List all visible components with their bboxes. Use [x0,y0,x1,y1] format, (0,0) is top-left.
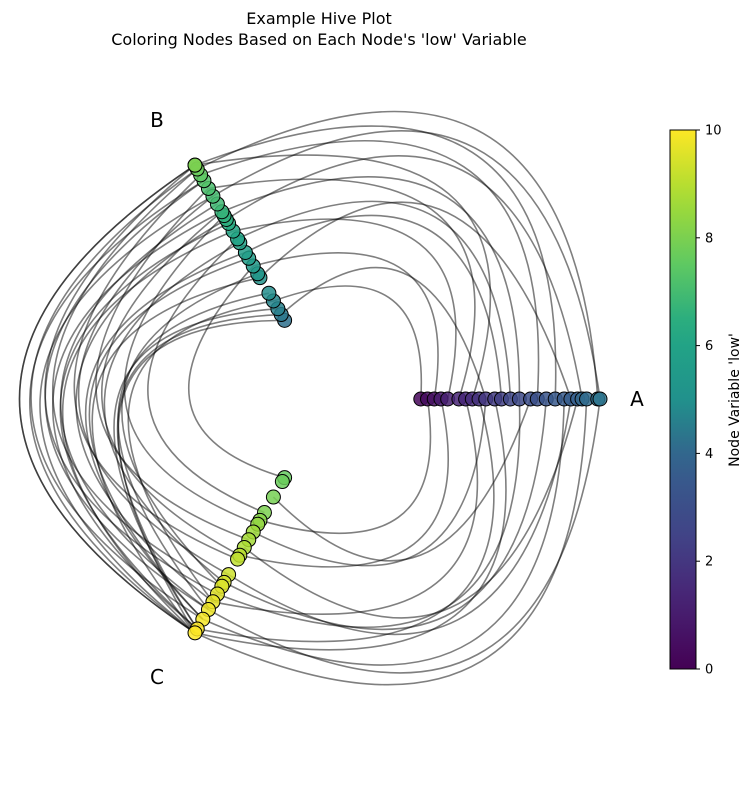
edge-b6-c13 [121,273,258,587]
edge-a3-c9 [239,398,450,568]
edge-a23-b22 [196,110,599,400]
edge-a11-b9 [245,214,503,400]
node-c-1 [274,474,290,490]
edge-b1-c18 [116,313,282,630]
edge-b24-c19 [18,164,196,634]
edge-b22-c17 [30,168,204,620]
edges-layer [18,110,601,686]
edge-b15-c5 [123,215,259,525]
colorbar-ticks: 0 2 4 6 8 10 [696,124,722,678]
edge-b4-c16 [117,292,270,611]
edge-a7-b23 [194,154,492,400]
edge-b7-c0 [188,265,285,479]
edge-b13-c18 [59,222,229,630]
edge-b18-c19 [39,195,214,634]
edge-b11-c3 [147,238,265,514]
axis-label-a: A [630,387,644,411]
edge-b20-c16 [44,180,209,611]
edge-a12-b11 [237,200,512,400]
edge-a9-c6 [252,398,487,567]
edge-a21-b14 [225,155,583,400]
edge-b12-c19 [61,230,234,634]
node-a-24 [592,391,608,407]
edge-b9-c17 [84,251,246,620]
edge-b16-c9 [101,211,241,556]
edge-a9-b1 [280,266,487,400]
colorbar: 0 2 4 6 8 10 Node Variable 'low' [669,124,743,678]
colorbar-gradient [669,129,697,670]
edge-b14-c15 [75,218,227,603]
axis-label-b: B [150,108,164,132]
colorbar-tick-label: 8 [705,231,713,246]
edge-b5-c19 [91,276,261,634]
edge-a10-c19 [194,398,507,651]
edge-b21-c10 [73,174,238,560]
edge-a19-b5 [259,201,572,400]
edge-b3-c15 [127,300,274,603]
edge-a13-c14 [217,398,521,628]
edge-a1-c4 [259,398,432,535]
edge-b20-c19 [29,180,205,634]
colorbar-label: Node Variable 'low' [727,333,743,467]
chart-subtitle: Coloring Nodes Based on Each Node's 'low… [111,30,527,49]
edge-a5-b19 [208,178,476,400]
node-c-19 [187,625,203,641]
colorbar-tick-label: 4 [705,447,713,462]
edge-a4-b12 [232,218,457,400]
edge-a0-b3 [273,285,423,400]
node-c-10 [230,551,246,567]
edge-b19-c7 [95,187,250,541]
edge-b18-c11 [77,195,229,576]
nodes-layer [187,157,608,641]
edge-a13-b16 [221,176,521,400]
chart-title: Example Hive Plot [246,9,392,28]
edge-a20-c8 [243,398,579,619]
node-b-4 [261,285,277,301]
edge-a2-b7 [253,252,439,400]
edge-a16-c12 [223,398,548,631]
edge-b22-c13 [52,168,223,587]
edge-a14-c2 [272,398,532,562]
axis-label-c: C [150,665,164,689]
colorbar-tick-label: 6 [705,339,713,354]
colorbar-tick-label: 0 [705,663,713,678]
edge-b2-c18 [113,307,278,630]
edge-a17-b24 [194,125,557,400]
edge-a22-c19 [194,398,588,686]
node-c-2 [265,489,281,505]
edge-a18-c17 [202,398,565,666]
edge-a19-c11 [228,398,572,636]
edge-a24-c16 [208,398,601,674]
edge-a15-b21 [200,140,540,400]
colorbar-tick-label: 10 [705,124,722,139]
edge-a24-b18 [212,130,601,400]
node-b-24 [187,157,203,173]
colorbar-tick-label: 2 [705,555,713,570]
